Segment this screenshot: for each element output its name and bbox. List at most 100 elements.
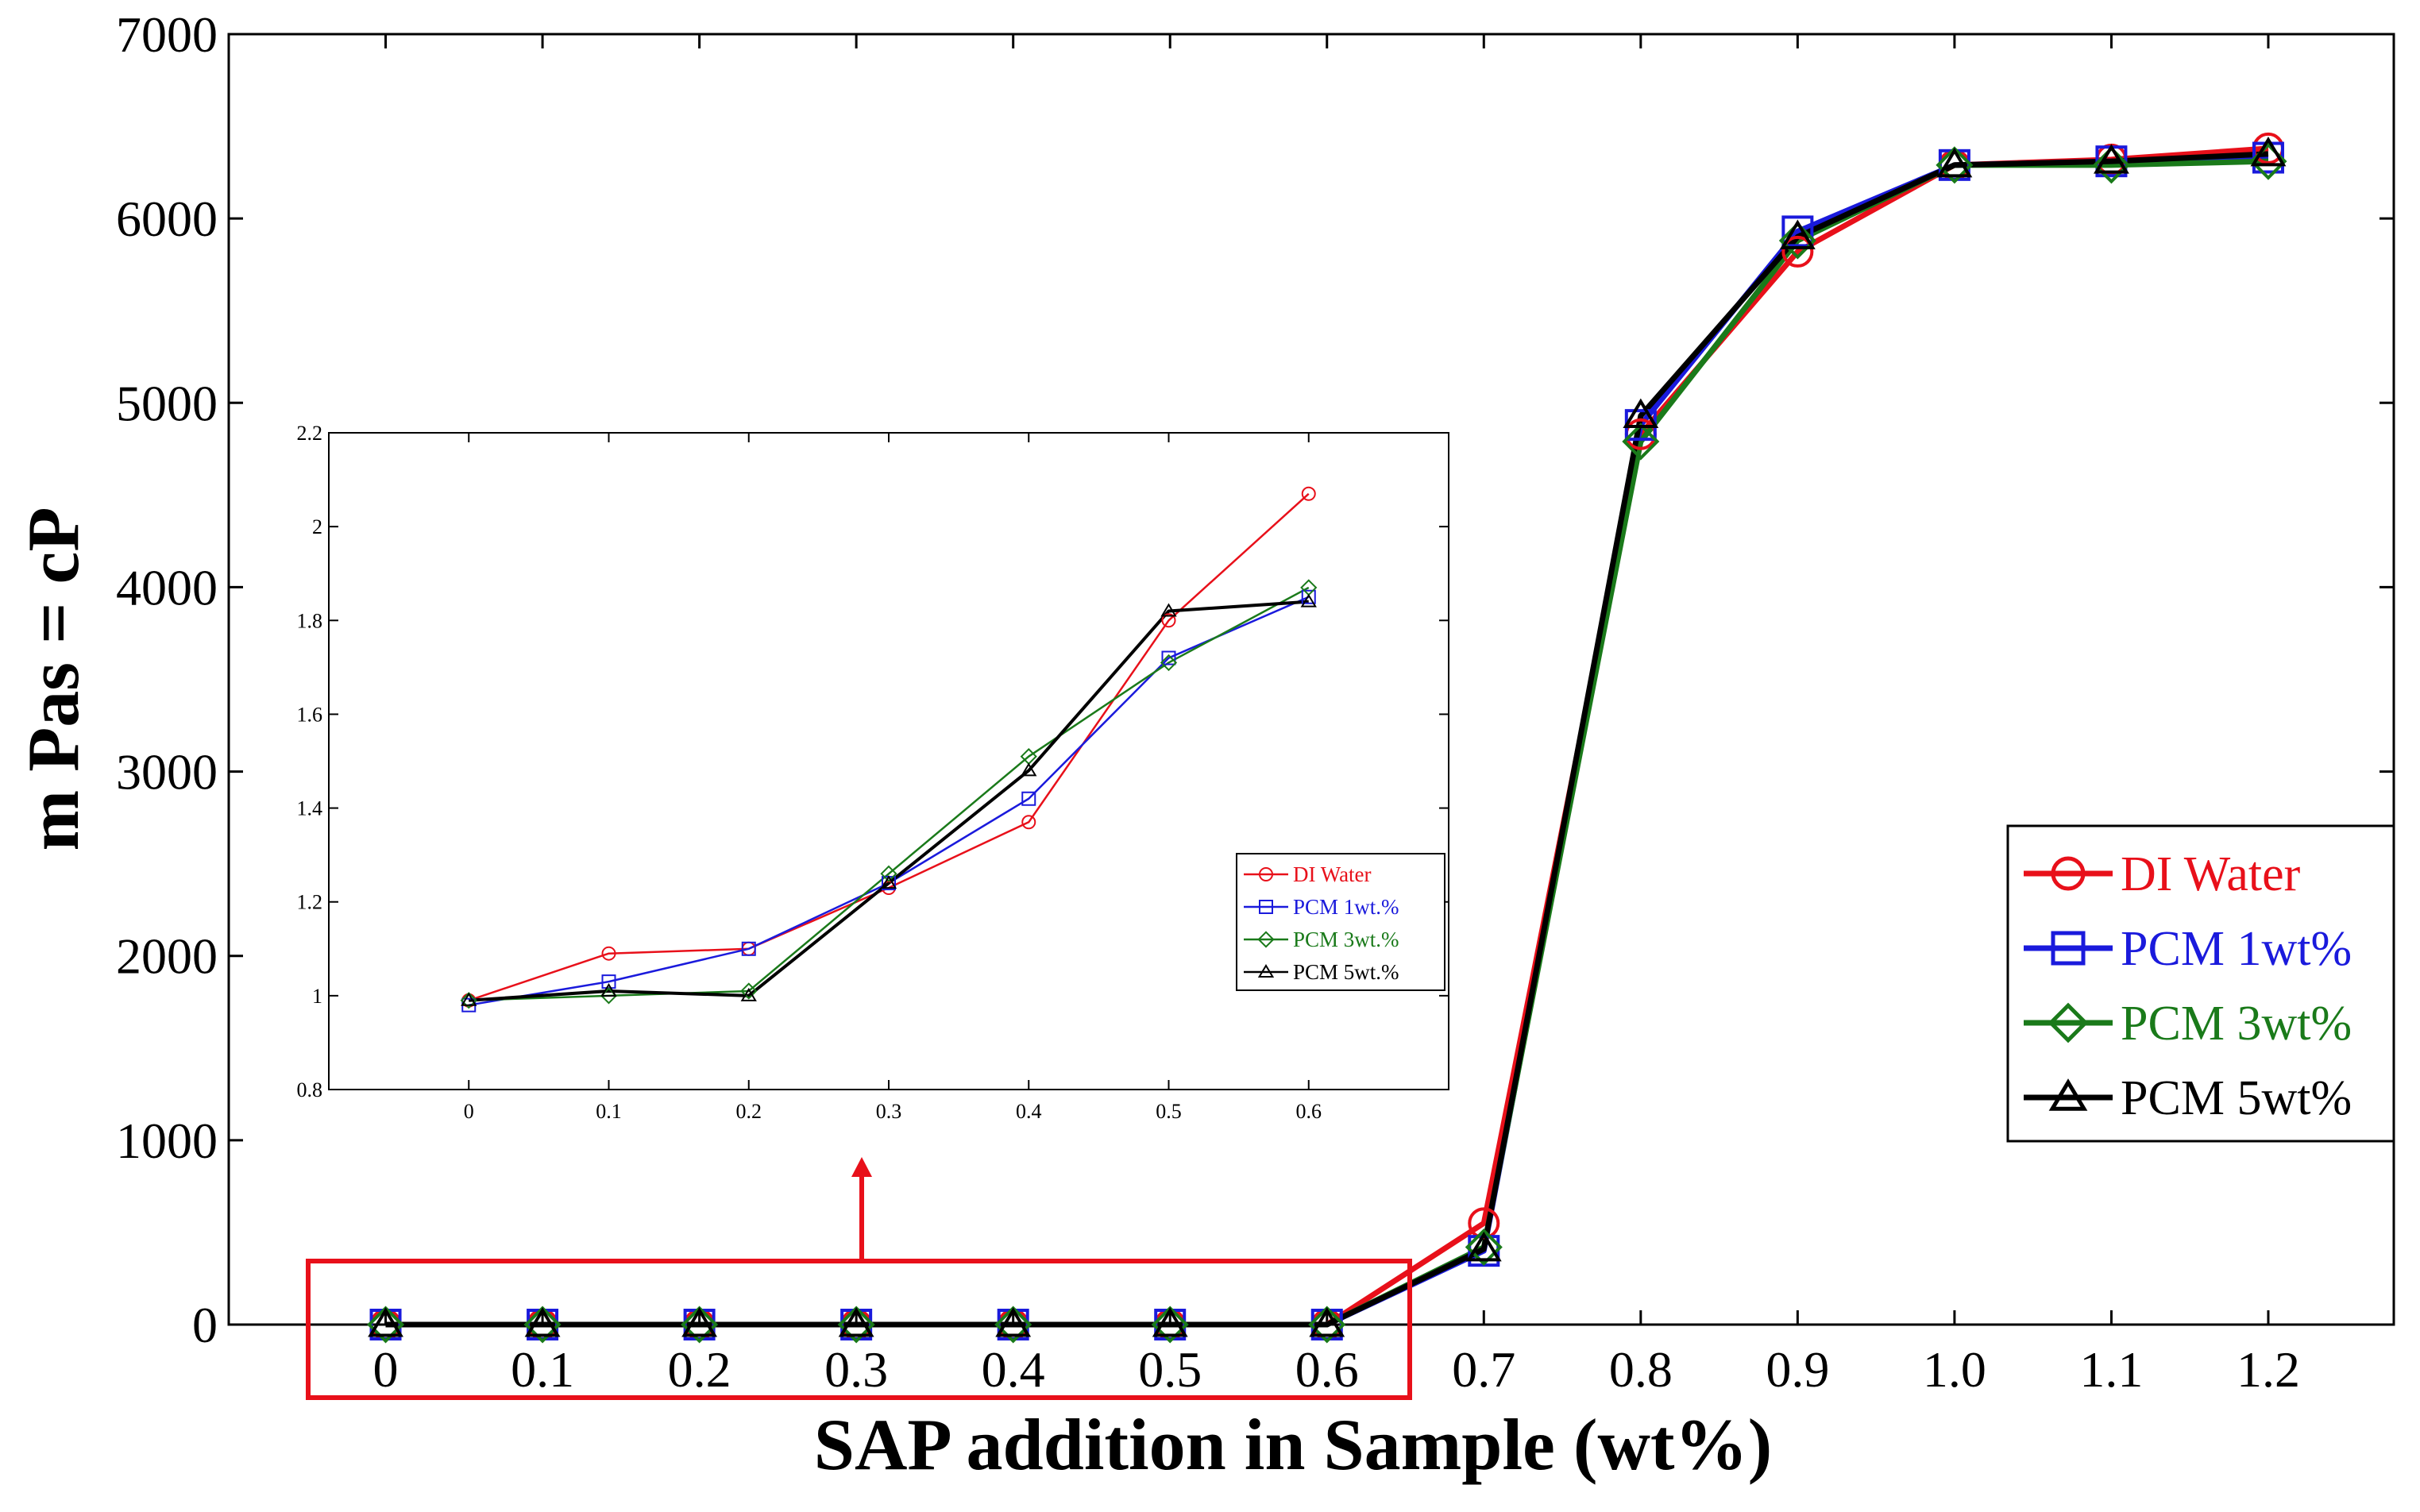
zoom-arrow-head — [851, 1157, 872, 1177]
x-tick-label: 0.6 — [1295, 1341, 1359, 1398]
legend-marker-diamond — [2048, 1002, 2089, 1043]
main-point-triangle — [681, 1307, 718, 1337]
inset-point-square — [1161, 650, 1176, 665]
inset-y-tick-label: 1.8 — [297, 609, 323, 632]
inset-point-triangle — [1021, 762, 1037, 777]
main-point-triangle — [1465, 1231, 1502, 1262]
inset-legend-marker-square — [1259, 900, 1273, 914]
main-point-triangle — [838, 1307, 874, 1337]
inset-y-tick-label: 2 — [312, 515, 322, 538]
inset-x-tick-label: 0.3 — [876, 1100, 902, 1123]
inset-point-triangle — [740, 987, 757, 1001]
inset-point-triangle — [1160, 603, 1177, 617]
main-point-diamond — [367, 1306, 405, 1344]
main-point-diamond — [1936, 146, 1974, 184]
y-tick-label: 3000 — [116, 744, 218, 800]
inset-legend-marker-circle — [1259, 867, 1273, 881]
x-tick-label: 0.4 — [982, 1341, 1045, 1398]
main-point-square — [1781, 215, 1814, 248]
main-point-triangle — [524, 1307, 561, 1337]
zoom-highlight-box — [306, 1259, 1412, 1400]
inset-y-tick-label: 1 — [312, 985, 322, 1008]
x-tick-label: 0.2 — [668, 1341, 731, 1398]
inset-point-circle — [1161, 613, 1176, 628]
inset-y-tick-label: 2.2 — [297, 422, 323, 445]
main-point-triangle — [1623, 398, 1659, 429]
inset-point-diamond — [880, 865, 897, 882]
x-tick-label: 0.3 — [824, 1341, 888, 1398]
main-point-diamond — [1151, 1306, 1189, 1344]
legend-marker-circle — [2051, 856, 2086, 891]
main-point-triangle — [1309, 1307, 1345, 1337]
x-tick-label: 0.7 — [1452, 1341, 1515, 1398]
inset-point-square — [1021, 791, 1036, 806]
x-tick-label: 1.1 — [2079, 1341, 2143, 1398]
inset-legend-label: PCM 3wt.% — [1293, 928, 1399, 951]
legend-label: DI Water — [2121, 847, 2301, 901]
inset-y-tick-label: 0.8 — [297, 1078, 323, 1101]
inset-x-tick-label: 0.1 — [596, 1100, 622, 1123]
inset-x-tick-label: 0.5 — [1156, 1100, 1182, 1123]
inset-point-square — [741, 941, 756, 956]
inset-point-triangle — [600, 983, 617, 997]
inset-point-circle — [601, 946, 616, 961]
main-point-diamond — [1778, 222, 1816, 260]
main-series-line-PCM 5wt% — [385, 151, 2269, 1328]
inset-legend-marker-triangle — [1257, 964, 1275, 978]
x-tick-label: 0.9 — [1766, 1341, 1829, 1398]
main-point-diamond — [1308, 1306, 1346, 1344]
inset-legend-label: DI Water — [1293, 862, 1372, 886]
x-tick-label: 0.5 — [1138, 1341, 1202, 1398]
x-tick-label: 0 — [373, 1341, 399, 1398]
main-point-diamond — [523, 1306, 562, 1344]
main-point-diamond — [994, 1306, 1032, 1344]
x-tick-label: 1.2 — [2237, 1341, 2300, 1398]
inset-legend-label: PCM 1wt.% — [1293, 895, 1399, 919]
inset-x-tick-label: 0 — [464, 1100, 474, 1123]
main-point-diamond — [837, 1306, 875, 1344]
main-point-triangle — [2250, 137, 2287, 167]
main-point-triangle — [368, 1307, 403, 1337]
y-tick-label: 5000 — [116, 375, 218, 431]
y-tick-label: 7000 — [116, 6, 218, 63]
inset-point-diamond — [1160, 654, 1178, 672]
inset-point-circle — [1301, 486, 1316, 501]
main-point-circle — [1781, 235, 1814, 268]
x-tick-label: 0.8 — [1609, 1341, 1673, 1398]
y-tick-label: 6000 — [116, 191, 218, 247]
inset-series-line-PCM 5wt.% — [469, 600, 1309, 1002]
inset-y-tick-label: 1.2 — [297, 891, 323, 914]
inset-point-triangle — [880, 875, 897, 889]
legend-label: PCM 5wt% — [2121, 1071, 2352, 1125]
inset-legend: DI Water PCM 1wt.% PCM 3wt.% PCM 5wt.% — [1236, 853, 1445, 991]
y-tick-label: 2000 — [116, 928, 218, 985]
y-tick-label: 1000 — [116, 1113, 218, 1169]
inset-y-tick-label: 1.6 — [297, 703, 323, 726]
y-tick-label: 4000 — [116, 559, 218, 615]
legend-label: PCM 1wt% — [2121, 922, 2352, 976]
main-point-triangle — [1936, 147, 1973, 178]
inset-point-circle — [1021, 815, 1036, 830]
y-tick-label: 0 — [192, 1297, 218, 1353]
main-point-diamond — [1622, 422, 1660, 461]
main-point-triangle — [2094, 144, 2129, 174]
inset-legend-label: PCM 5wt.% — [1293, 960, 1399, 984]
x-axis-title: SAP addition in Sample (wt%) — [814, 1404, 1772, 1485]
inset-point-triangle — [461, 992, 477, 1006]
x-tick-label: 0.1 — [511, 1341, 574, 1398]
main-legend: DI Water PCM 1wt% PCM 3wt% PCM 5wt% — [2006, 824, 2395, 1143]
main-point-diamond — [2092, 146, 2130, 184]
inset-point-square — [1301, 589, 1316, 604]
main-point-triangle — [1152, 1307, 1188, 1337]
legend-marker-square — [2051, 931, 2086, 966]
inset-x-tick-label: 0.2 — [736, 1100, 762, 1123]
main-point-diamond — [1465, 1228, 1503, 1267]
x-tick-label: 1.0 — [1923, 1341, 1986, 1398]
y-axis-title: m Pas = cP — [13, 507, 94, 850]
inset-point-diamond — [460, 992, 477, 1009]
inset-y-tick-label: 1.4 — [297, 797, 323, 820]
legend-label: PCM 3wt% — [2121, 997, 2352, 1051]
inset-legend-marker-diamond — [1257, 931, 1275, 948]
inset-point-diamond — [740, 982, 758, 1000]
